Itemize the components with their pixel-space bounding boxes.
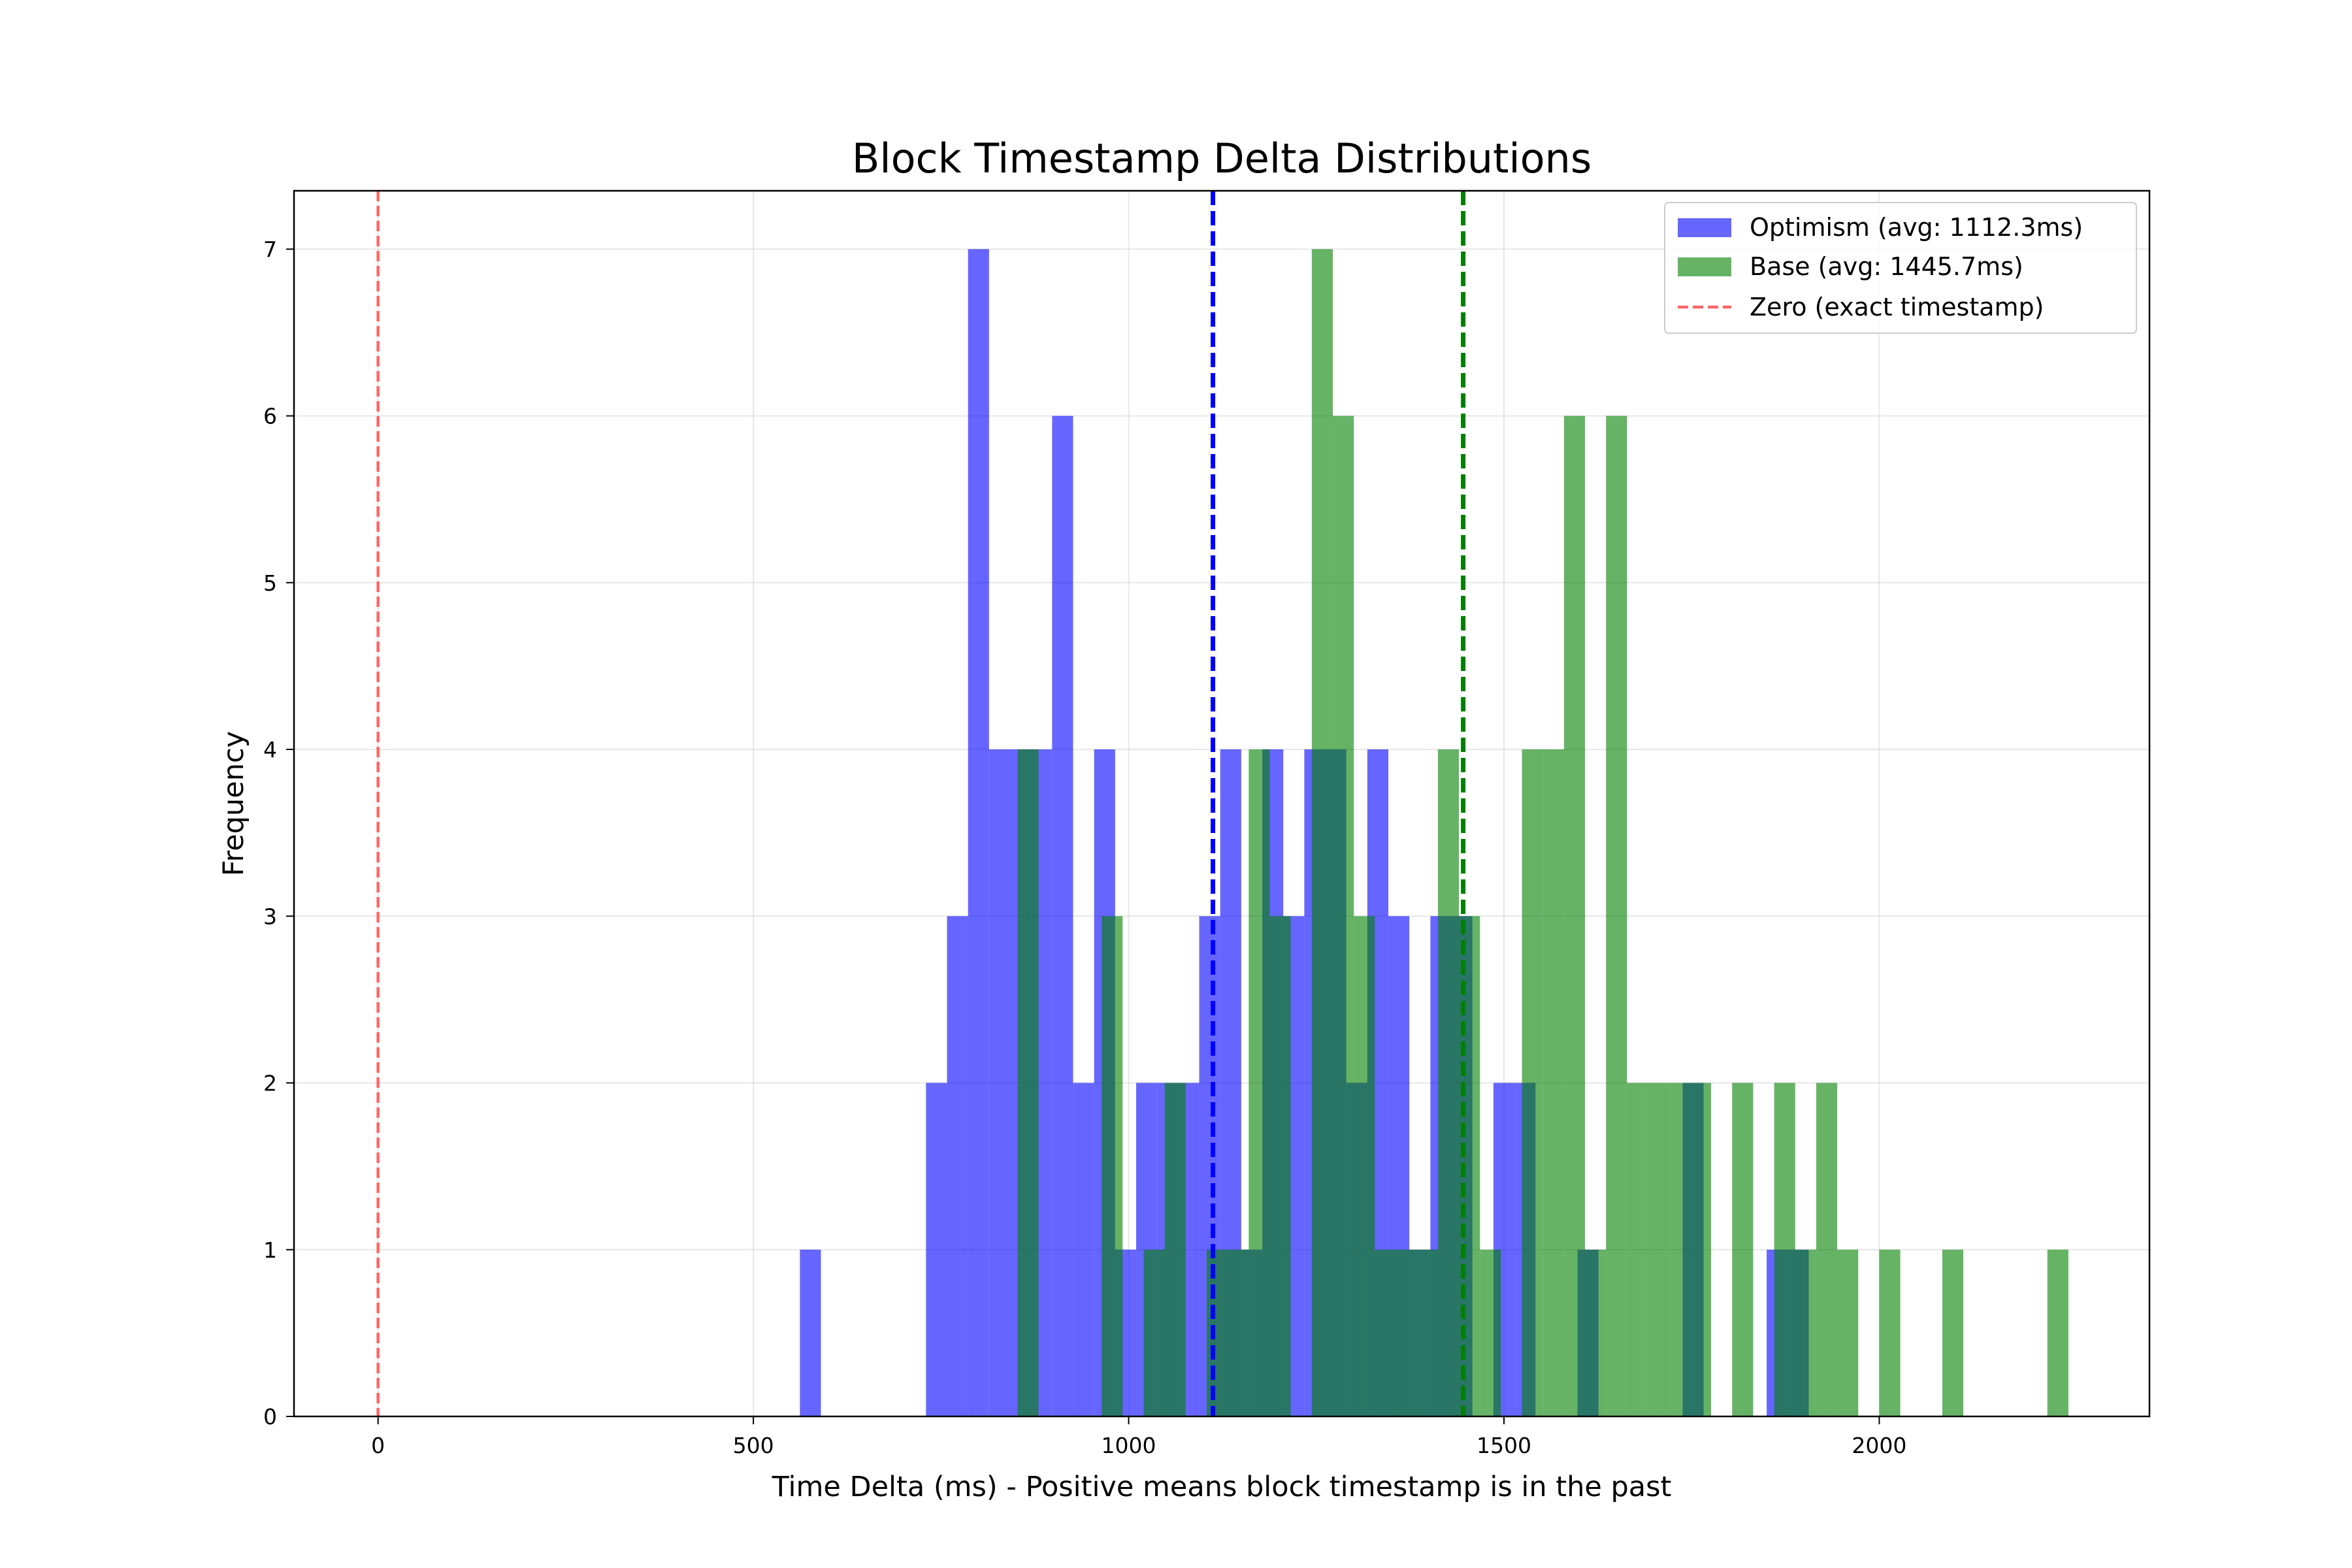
histogram-bar xyxy=(968,249,989,1416)
histogram-bar xyxy=(1143,1249,1165,1416)
histogram-bar xyxy=(1396,1249,1417,1416)
x-tick-label: 0 xyxy=(371,1433,385,1458)
histogram-bar xyxy=(1017,749,1039,1416)
legend-label-base: Base (avg: 1445.7ms) xyxy=(1750,252,2023,281)
histogram-bar xyxy=(1837,1249,1859,1416)
histogram-bar xyxy=(1437,749,1460,1416)
histogram-bar xyxy=(1585,1249,1607,1416)
histogram-bar xyxy=(1522,749,1543,1416)
histogram-bar xyxy=(1333,416,1354,1416)
y-tick-label: 4 xyxy=(263,737,277,762)
y-tick-label: 5 xyxy=(263,570,277,596)
x-tick-label: 2000 xyxy=(1852,1433,1906,1458)
chart-title: Block Timestamp Delta Distributions xyxy=(852,135,1592,182)
y-tick-label: 7 xyxy=(263,237,277,262)
histogram-bar xyxy=(1228,1249,1249,1416)
x-axis-label: Time Delta (ms) - Positive means block t… xyxy=(772,1471,1672,1503)
histogram-bar xyxy=(1795,1249,1816,1416)
histogram-bar xyxy=(1816,1083,1838,1416)
axis-ticks: 0 500 1000 1500 2000 0 1 2 3 4 5 6 7 xyxy=(263,237,1906,1458)
series-base xyxy=(1017,249,2068,1416)
histogram-bar xyxy=(1942,1249,1964,1416)
histogram-bar xyxy=(2047,1249,2068,1416)
histogram-bar xyxy=(988,749,1011,1416)
histogram-bar xyxy=(1249,749,1270,1416)
legend-label-optimism: Optimism (avg: 1112.3ms) xyxy=(1750,213,2083,242)
histogram-bar xyxy=(1563,416,1586,1416)
y-tick-label: 0 xyxy=(263,1404,277,1429)
histogram-bar xyxy=(1269,916,1291,1416)
histogram-bar xyxy=(1164,1083,1186,1416)
histogram-bar xyxy=(1073,1083,1094,1416)
histogram-bar xyxy=(1732,1083,1754,1416)
histogram-bar xyxy=(1311,249,1333,1416)
histogram-bar xyxy=(1052,416,1073,1416)
y-tick-label: 3 xyxy=(263,904,277,929)
histogram-bar xyxy=(1375,1249,1396,1416)
histogram-bar xyxy=(1627,1083,1648,1416)
x-tick-label: 1000 xyxy=(1102,1433,1156,1458)
histogram-bar xyxy=(926,1083,947,1416)
histogram-bar xyxy=(1354,916,1375,1416)
y-tick-label: 2 xyxy=(263,1071,277,1096)
histogram-bar xyxy=(1416,1249,1438,1416)
histogram-bar xyxy=(1879,1249,1901,1416)
histogram-bar xyxy=(1669,1083,1690,1416)
histogram-bar xyxy=(1648,1083,1669,1416)
plot-frame xyxy=(293,189,2151,1418)
histogram-bar xyxy=(1207,1249,1228,1416)
histogram-bars xyxy=(800,249,2068,1416)
reference-lines xyxy=(376,191,1466,1416)
histogram-bar xyxy=(1690,1083,1712,1416)
legend-label-zero: Zero (exact timestamp) xyxy=(1750,293,2044,321)
histogram-bar xyxy=(1102,916,1123,1416)
histogram-bar xyxy=(1543,749,1564,1416)
y-axis-label: Frequency xyxy=(218,731,250,876)
y-tick-label: 6 xyxy=(263,404,277,429)
y-tick-label: 1 xyxy=(263,1237,277,1263)
legend: Optimism (avg: 1112.3ms) Base (avg: 1445… xyxy=(1664,202,2137,334)
legend-swatch-optimism xyxy=(1678,218,1731,237)
histogram-bar xyxy=(947,916,968,1416)
histogram-bar xyxy=(1606,416,1627,1416)
histogram-bar xyxy=(800,1249,821,1416)
histogram-bar xyxy=(1480,1249,1501,1416)
histogram-bar xyxy=(1774,1083,1795,1416)
x-tick-label: 1500 xyxy=(1477,1433,1531,1458)
x-tick-label: 500 xyxy=(733,1433,774,1458)
legend-box xyxy=(1664,202,2137,334)
legend-swatch-base xyxy=(1678,257,1731,276)
